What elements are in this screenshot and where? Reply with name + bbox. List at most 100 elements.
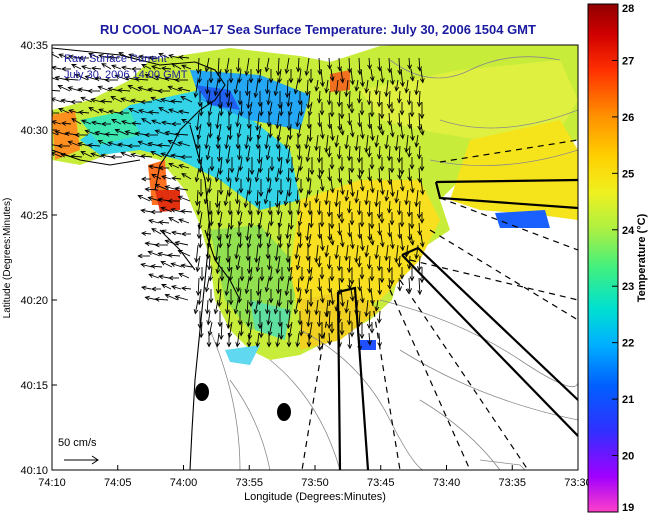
current-vector-arrow [245,245,251,262]
current-vector-arrow [180,263,193,269]
current-vector-arrow [205,222,211,238]
current-vector-arrow [304,299,310,315]
current-vector-arrow [248,69,254,84]
current-vector-arrow [206,255,212,271]
current-vector-arrow [326,255,332,270]
colorbar-tick-label: 19 [622,502,634,514]
current-vector-arrow [356,90,362,104]
current-vector-arrow [264,277,270,293]
current-vector-arrow [288,266,294,282]
current-vector-arrow [317,112,323,128]
current-vector-arrow [308,69,314,84]
current-vector-arrow [158,165,169,171]
current-vector-arrow [228,289,234,306]
current-vector-arrow [246,333,252,348]
current-vector-arrow [406,90,412,106]
current-vector-arrow [224,134,230,150]
current-vector-arrow [52,77,59,81]
current-vector-arrow [394,79,400,92]
current-vector-arrow [171,230,182,236]
current-vector-arrow [278,156,283,176]
current-vector-arrow [141,64,152,70]
current-vector-arrow [367,57,372,70]
current-vector-arrow [223,189,229,207]
current-vector-arrow [205,245,211,260]
current-vector-arrow [404,189,410,206]
current-vector-arrow [297,233,303,249]
current-vector-arrow [111,119,122,125]
current-vector-arrow [147,141,161,147]
current-vector-arrow [237,233,243,249]
current-vector-arrow [208,211,214,227]
current-vector-arrow [283,189,289,207]
current-vector-arrow [140,99,152,105]
current-vector-arrow [297,288,303,304]
current-vector-arrow [174,186,189,192]
colorbar-tick-label: 28 [622,3,634,15]
current-vector-arrow [347,222,353,238]
current-vector-arrow [386,145,392,162]
current-vector-arrow [384,134,390,150]
current-vector-arrow [98,108,110,114]
current-vector-arrow [297,311,303,326]
current-vector-arrow [107,141,121,147]
current-vector-arrow [379,157,385,172]
current-vector-arrow [326,310,332,330]
x-tick-label: 73:35 [498,477,526,489]
current-vector-arrow [277,288,282,308]
current-vector-arrow [257,91,263,108]
current-vector-arrow [144,186,159,192]
current-vector-arrow [417,57,423,72]
current-vector-arrow [409,157,415,170]
current-vector-arrow [304,277,310,295]
current-vector-arrow [181,173,192,180]
current-vector-arrow [239,267,245,282]
current-vector-arrow [288,211,294,231]
current-vector-arrow [319,178,325,192]
current-vector-arrow [374,79,380,96]
current-vector-arrow [306,255,312,275]
current-vector-arrow [197,233,203,249]
current-vector-arrow [164,239,179,246]
current-vector-arrow [235,57,241,73]
current-vector-arrow [71,118,82,125]
current-vector-arrow [160,261,173,268]
current-vector-arrow [275,57,281,77]
current-vector-arrow [357,255,362,268]
current-vector-arrow [57,143,70,149]
current-vector-arrow [141,118,152,125]
current-vector-arrow [359,288,365,304]
current-vector-arrow [329,102,335,118]
current-vector-arrow [170,121,181,127]
current-vector-arrow [140,231,152,236]
current-vector-arrow [52,131,59,136]
current-vector-arrow [194,167,200,183]
current-vector-arrow [253,79,259,99]
current-vector-arrow [324,79,330,94]
current-vector-arrow [137,253,150,259]
current-vector-arrow [238,101,244,117]
current-vector-arrow [409,267,415,282]
current-vector-arrow [344,134,350,150]
current-vector-arrow [130,98,143,104]
current-vector-arrow [88,52,100,59]
current-vector-arrow [288,69,294,84]
current-vector-arrow [226,90,232,108]
current-vector-arrow [207,178,213,194]
current-vector-arrow [354,189,360,204]
current-vector-arrow [389,102,395,114]
current-vector-arrow [319,322,325,340]
current-vector-arrow [158,274,170,280]
current-vector-arrow [248,266,254,282]
current-vector-arrow [389,157,395,174]
current-vector-arrow [394,189,400,204]
current-vector-arrow [376,90,382,108]
current-vector-arrow [258,156,264,174]
current-vector-arrow [114,74,129,81]
current-vector-arrow [316,310,322,328]
current-vector-arrow [286,310,291,330]
current-vector-arrow [304,57,310,77]
figure-title: RU COOL NOAA–17 Sea Surface Temperature:… [100,22,536,37]
current-vector-arrow [227,123,233,141]
current-vector-arrow [171,285,182,290]
